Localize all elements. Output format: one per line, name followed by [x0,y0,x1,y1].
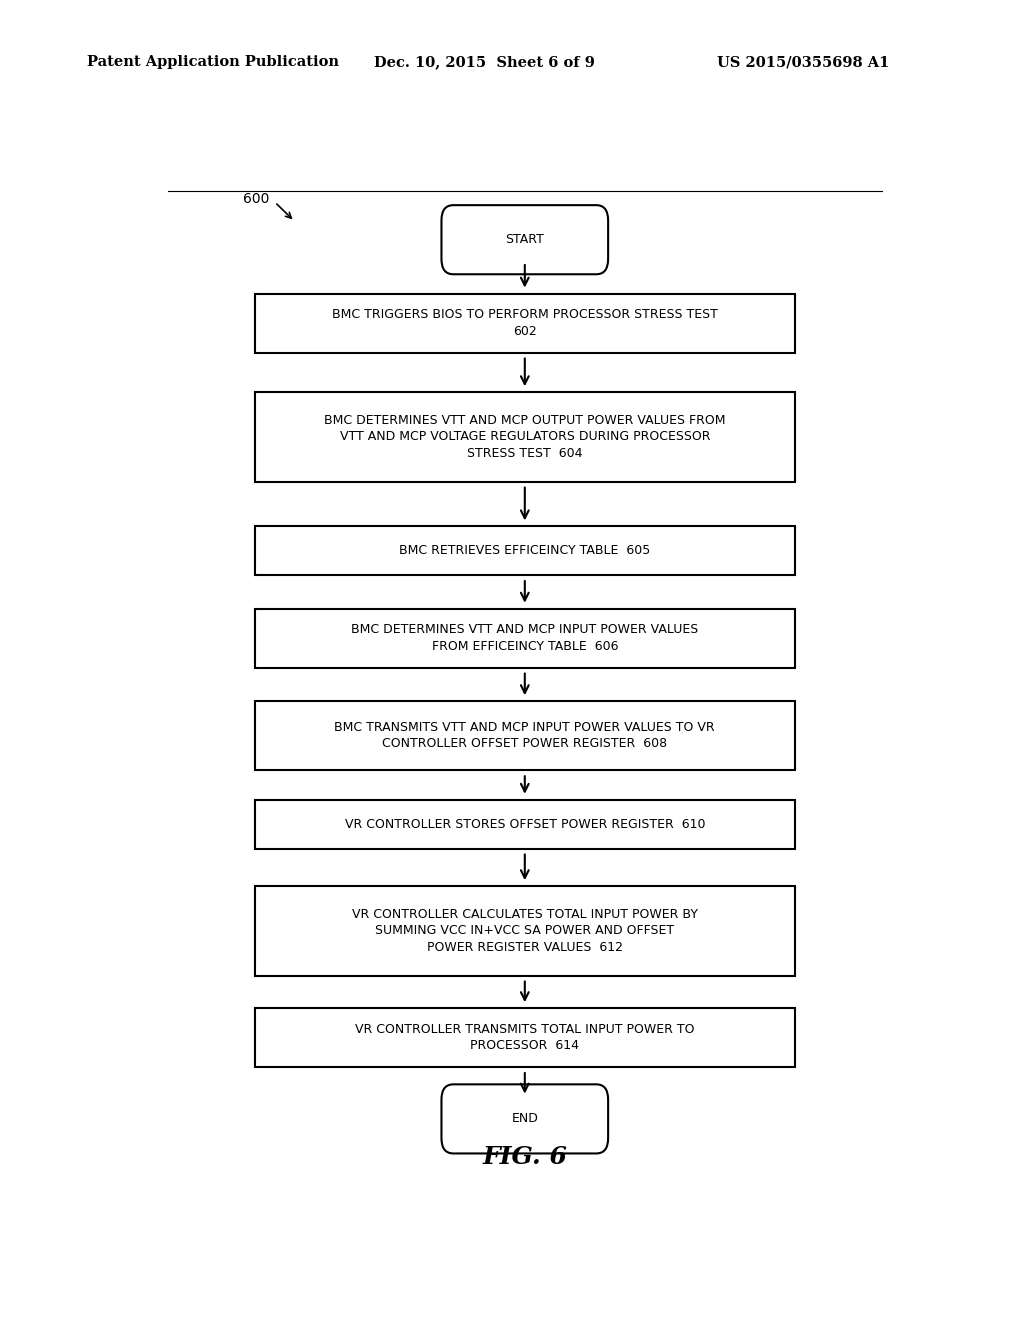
Text: VR CONTROLLER TRANSMITS TOTAL INPUT POWER TO
PROCESSOR  614: VR CONTROLLER TRANSMITS TOTAL INPUT POWE… [355,1023,694,1052]
Bar [255,800,795,849]
Bar [255,527,795,576]
Bar [255,392,795,482]
Bar [255,701,795,771]
Text: BMC DETERMINES VTT AND MCP OUTPUT POWER VALUES FROM
VTT AND MCP VOLTAGE REGULATO: BMC DETERMINES VTT AND MCP OUTPUT POWER … [324,414,726,459]
Text: END: END [511,1113,539,1126]
Bar [255,1008,795,1067]
Bar [255,293,795,352]
FancyBboxPatch shape [441,205,608,275]
Text: VR CONTROLLER STORES OFFSET POWER REGISTER  610: VR CONTROLLER STORES OFFSET POWER REGIST… [344,817,706,830]
Text: BMC DETERMINES VTT AND MCP INPUT POWER VALUES
FROM EFFICEINCY TABLE  606: BMC DETERMINES VTT AND MCP INPUT POWER V… [351,623,698,653]
Bar [255,609,795,668]
Text: BMC TRANSMITS VTT AND MCP INPUT POWER VALUES TO VR
CONTROLLER OFFSET POWER REGIS: BMC TRANSMITS VTT AND MCP INPUT POWER VA… [335,721,715,751]
Text: BMC RETRIEVES EFFICEINCY TABLE  605: BMC RETRIEVES EFFICEINCY TABLE 605 [399,544,650,557]
FancyBboxPatch shape [441,1084,608,1154]
Text: START: START [506,234,544,247]
Text: 600: 600 [243,191,269,206]
Text: VR CONTROLLER CALCULATES TOTAL INPUT POWER BY
SUMMING VCC IN+VCC SA POWER AND OF: VR CONTROLLER CALCULATES TOTAL INPUT POW… [352,908,697,954]
Text: US 2015/0355698 A1: US 2015/0355698 A1 [717,55,889,70]
Text: Dec. 10, 2015  Sheet 6 of 9: Dec. 10, 2015 Sheet 6 of 9 [374,55,595,70]
Text: Patent Application Publication: Patent Application Publication [87,55,339,70]
Bar [255,886,795,975]
Text: FIG. 6: FIG. 6 [482,1144,567,1168]
Text: BMC TRIGGERS BIOS TO PERFORM PROCESSOR STRESS TEST
602: BMC TRIGGERS BIOS TO PERFORM PROCESSOR S… [332,309,718,338]
